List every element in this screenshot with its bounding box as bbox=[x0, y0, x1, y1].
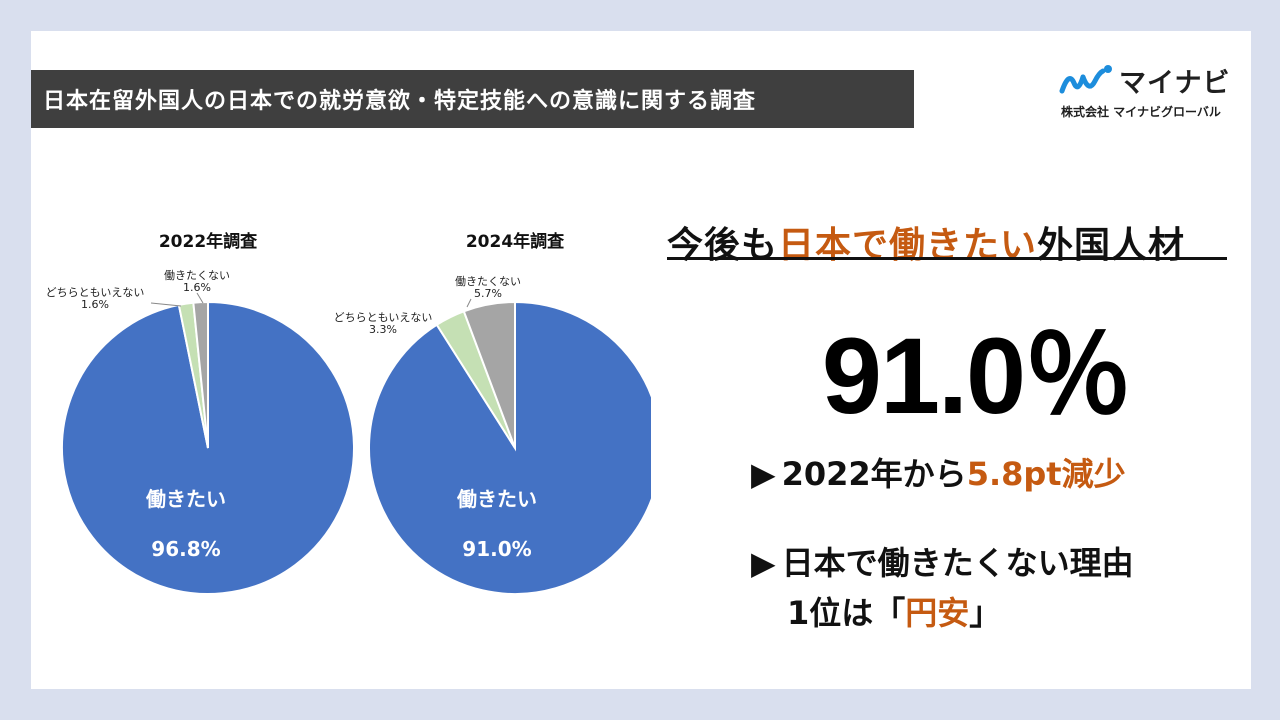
point-decrease-highlight: 5.8pt減少 bbox=[966, 455, 1126, 493]
data-value-neutral: 3.3% bbox=[369, 323, 397, 336]
point-reason-before: 1位は「 bbox=[787, 594, 906, 632]
pie-slice bbox=[368, 300, 651, 595]
data-label-not-want: 働きたくない bbox=[164, 269, 230, 282]
page-title: 日本在留外国人の日本での就労意欲・特定技能への意識に関する調査 bbox=[31, 70, 914, 128]
logo-company: 株式会社 マイナビグローバル bbox=[1061, 105, 1221, 119]
point-reason-line1: 日本で働きたくない理由 bbox=[781, 544, 1134, 582]
point-reason-after: 」 bbox=[969, 594, 1002, 632]
slide: 日本在留外国人の日本での就労意欲・特定技能への意識に関する調査 マイナビ 株式会… bbox=[31, 31, 1251, 689]
point-reason: ▶ 日本で働きたくない理由 bbox=[751, 538, 1134, 584]
triangle-right-icon: ▶ bbox=[751, 455, 776, 493]
data-value-not-want: 1.6% bbox=[183, 281, 211, 294]
big-value: 91.0％ bbox=[821, 315, 1132, 436]
point-reason-highlight: 円安 bbox=[905, 594, 970, 632]
company-logo: マイナビ 株式会社 マイナビグローバル bbox=[1059, 61, 1231, 121]
chart-title: 2022年調査 bbox=[159, 231, 258, 252]
leader-line bbox=[466, 298, 472, 308]
data-label-neutral: どちらともいえない bbox=[334, 311, 433, 324]
logo-brand: マイナビ bbox=[1119, 68, 1231, 99]
headline: 今後も日本で働きたい外国人材 bbox=[667, 216, 1227, 268]
headline-underline bbox=[667, 257, 1227, 260]
pie-slice bbox=[192, 300, 209, 449]
point-decrease: ▶ 2022年から5.8pt減少 bbox=[751, 449, 1126, 495]
leader-line bbox=[196, 292, 204, 304]
pie-slice bbox=[462, 300, 516, 449]
data-value-want: 91.0% bbox=[462, 537, 531, 561]
chart-title: 2024年調査 bbox=[466, 231, 565, 252]
data-label-want: 働きたい bbox=[456, 487, 537, 511]
leader-line bbox=[150, 302, 182, 307]
logo-mark-icon bbox=[1059, 65, 1112, 94]
data-label-want: 働きたい bbox=[145, 487, 226, 511]
data-value-neutral: 1.6% bbox=[81, 298, 109, 311]
data-label-not-want: 働きたくない bbox=[455, 275, 521, 288]
data-label-neutral: どちらともいえない bbox=[46, 286, 145, 299]
point-decrease-text: 2022年から bbox=[781, 455, 967, 493]
data-value-not-want: 5.7% bbox=[474, 287, 502, 300]
point-reason-line2: 1位は「円安」 bbox=[787, 588, 1001, 634]
pie-charts: 2022年調査働きたい96.8%どちらともいえない1.6%働きたくない1.6%2… bbox=[46, 231, 651, 595]
triangle-right-icon: ▶ bbox=[751, 544, 776, 582]
data-value-want: 96.8% bbox=[151, 537, 220, 561]
